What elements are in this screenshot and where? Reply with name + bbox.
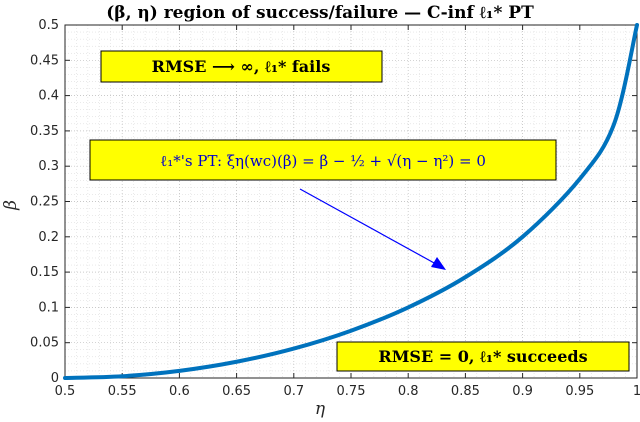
x-tick-label: 0.9 [512,384,533,399]
series-line-0 [63,23,639,380]
annotation-pt-box [89,139,557,181]
y-tick-label: 0 [51,371,59,386]
x-tick-label: 0.5 [55,384,76,399]
y-tick-label: 0.05 [30,336,59,351]
y-tick-label: 0.15 [30,265,59,280]
y-tick-label: 0.3 [38,159,59,174]
y-tick-label: 0.35 [30,124,59,139]
annotation-succeeds: RMSE = 0, ℓ₁* succeeds [336,341,630,372]
x-tick-label: 0.55 [108,384,137,399]
arrow-head [431,257,446,270]
x-tick-label: 0.6 [169,384,190,399]
annotation-succeeds-box [336,341,630,372]
chart-title: (β, η) region of success/failure — C-inf… [106,3,534,23]
annotation-succeeds-text: RMSE = 0, ℓ₁* succeeds [378,347,587,366]
y-tick-label: 0.45 [30,53,59,68]
x-tick-label: 0.95 [565,384,594,399]
x-tick-label: 0.8 [398,384,419,399]
x-tick-label: 1 [633,384,640,399]
arrow-shaft [299,188,437,265]
x-tick-label: 0.7 [283,384,304,399]
x-tick-label: 0.75 [337,384,366,399]
annotation-pt: ℓ₁*'s PT: ξη(wc)(β) = β − ½ + √(η − η²) … [89,139,557,181]
y-tick-label: 0.4 [38,89,59,104]
y-tick-label: 0.1 [38,300,59,315]
x-tick-label: 0.85 [451,384,480,399]
y-tick-label: 0.2 [38,230,59,245]
x-axis-label: η [315,399,326,419]
ticks: 0.5 0.55 0.6 0.65 0.7 0.75 0.8 0.85 0.9 0.95 1 0 0.0… [30,18,640,399]
annotation-arrow [299,188,446,270]
annotation-fails-box [100,50,383,83]
series [63,23,639,380]
annotation-pt-text: ℓ₁*'s PT: ξη(wc)(β) = β − ½ + √(η − η²) … [160,152,486,170]
annotation-fails-text: RMSE ⟶ ∞, ℓ₁* fails [152,57,331,76]
x-tick-label: 0.65 [222,384,251,399]
y-axis-label: β [1,200,21,211]
y-tick-label: 0.25 [30,195,59,210]
y-tick-label: 0.5 [38,18,59,33]
annotation-fails: RMSE ⟶ ∞, ℓ₁* fails [100,50,383,83]
